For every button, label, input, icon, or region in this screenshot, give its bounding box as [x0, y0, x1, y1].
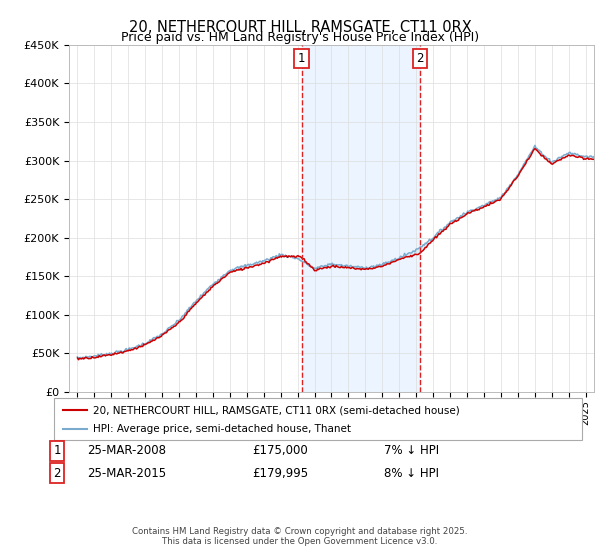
Text: 25-MAR-2015: 25-MAR-2015	[87, 466, 166, 480]
Text: 20, NETHERCOURT HILL, RAMSGATE, CT11 0RX: 20, NETHERCOURT HILL, RAMSGATE, CT11 0RX	[128, 20, 472, 35]
Text: 7% ↓ HPI: 7% ↓ HPI	[384, 444, 439, 458]
Text: 2: 2	[416, 52, 424, 65]
Text: 25-MAR-2008: 25-MAR-2008	[87, 444, 166, 458]
Text: 2: 2	[53, 466, 61, 480]
Text: Price paid vs. HM Land Registry's House Price Index (HPI): Price paid vs. HM Land Registry's House …	[121, 31, 479, 44]
Text: 20, NETHERCOURT HILL, RAMSGATE, CT11 0RX (semi-detached house): 20, NETHERCOURT HILL, RAMSGATE, CT11 0RX…	[93, 405, 460, 415]
Text: 8% ↓ HPI: 8% ↓ HPI	[384, 466, 439, 480]
Bar	[302, 45, 420, 392]
Text: 1: 1	[53, 444, 61, 458]
Text: £179,995: £179,995	[252, 466, 308, 480]
Text: 1: 1	[298, 52, 305, 65]
Text: £175,000: £175,000	[252, 444, 308, 458]
Text: HPI: Average price, semi-detached house, Thanet: HPI: Average price, semi-detached house,…	[93, 424, 351, 434]
Text: Contains HM Land Registry data © Crown copyright and database right 2025.
This d: Contains HM Land Registry data © Crown c…	[132, 526, 468, 546]
